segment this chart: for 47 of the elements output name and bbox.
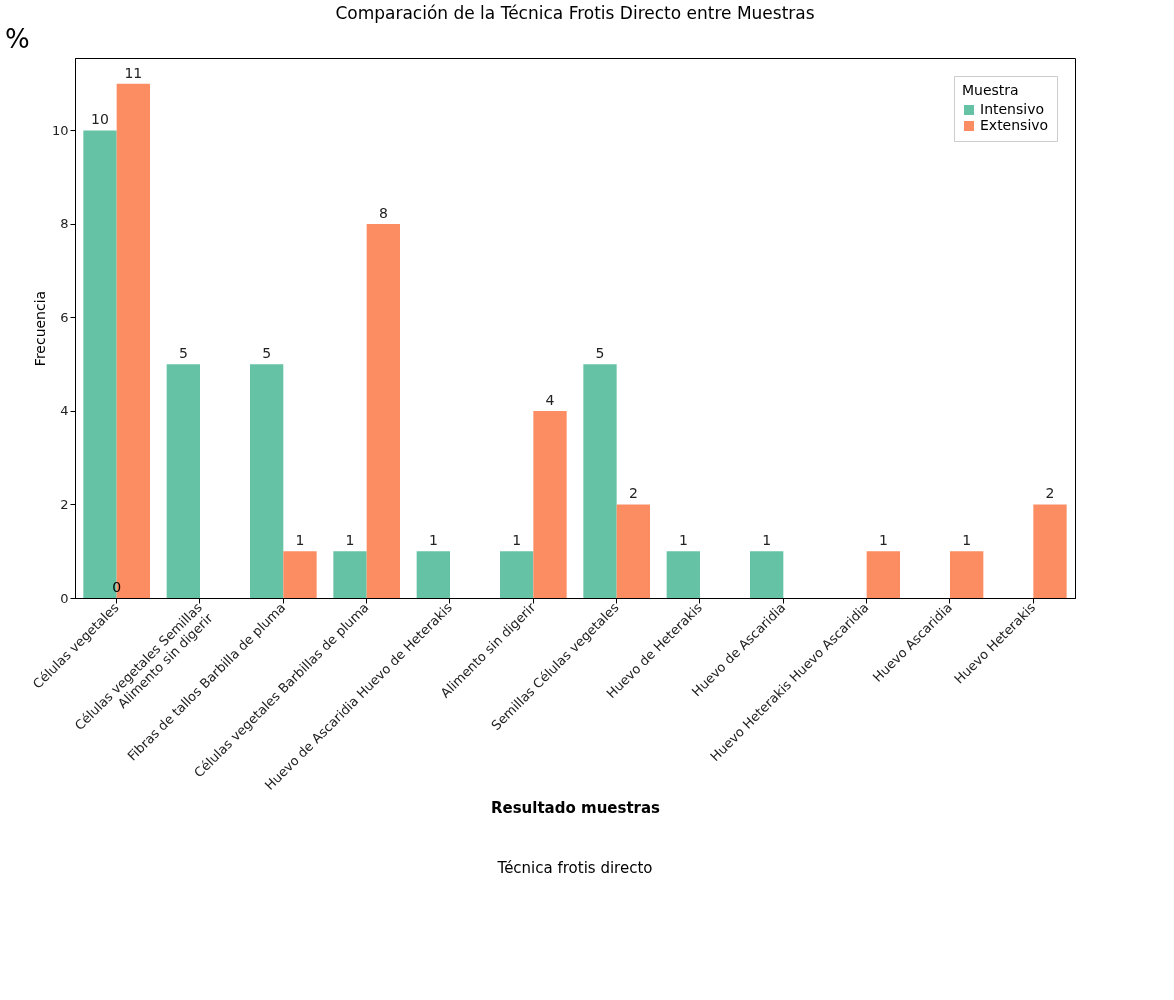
bar: [950, 551, 984, 598]
data-label: 2: [628, 485, 638, 502]
bar: [500, 551, 534, 598]
bar: [166, 364, 200, 598]
data-label: 1: [512, 532, 522, 549]
y-tick-label: 8: [60, 216, 69, 232]
data-label: 11: [124, 64, 143, 81]
x-axis-title: Resultado muestras: [490, 798, 661, 817]
y-axis-title: Frecuencia: [31, 290, 48, 367]
bar: [533, 410, 567, 598]
bar: [750, 551, 784, 598]
y-tick-label: 10: [51, 122, 69, 138]
bar: [666, 551, 700, 598]
data-label: 1: [295, 532, 305, 549]
bar: [1033, 504, 1067, 598]
text: %: [5, 24, 30, 54]
bar: [333, 551, 367, 598]
legend-title: Muestra: [962, 82, 1019, 98]
legend-label: Intensivo: [980, 101, 1045, 117]
annotation: 0: [112, 579, 122, 595]
legend-label: Extensivo: [980, 117, 1049, 133]
y-tick-label: 6: [60, 309, 69, 325]
chart-title: Comparación de la Técnica Frotis Directo entre Muestras: [335, 3, 815, 23]
data-label: 1: [678, 532, 688, 549]
bar: [416, 551, 450, 598]
bar: [250, 364, 284, 598]
data-label: 1: [962, 532, 972, 549]
data-label: 1: [762, 532, 772, 549]
bar: [866, 551, 900, 598]
data-label: 8: [378, 204, 388, 221]
y-tick-label: 4: [60, 403, 69, 419]
bar: [583, 364, 617, 598]
bar: [616, 504, 650, 598]
data-label: 1: [345, 532, 355, 549]
bar: [366, 223, 400, 598]
data-label: 5: [178, 345, 188, 362]
data-label: 5: [262, 345, 272, 362]
data-label: 4: [545, 391, 555, 408]
data-label: 1: [428, 532, 438, 549]
data-label: 2: [1045, 485, 1055, 502]
data-label: 5: [595, 345, 605, 362]
text: Técnica frotis directo: [496, 859, 653, 877]
data-label: 10: [91, 111, 109, 128]
bar: [283, 551, 317, 598]
y-tick-label: 2: [60, 496, 69, 512]
data-label: 1: [878, 532, 888, 549]
y-tick-label: 0: [60, 590, 69, 606]
